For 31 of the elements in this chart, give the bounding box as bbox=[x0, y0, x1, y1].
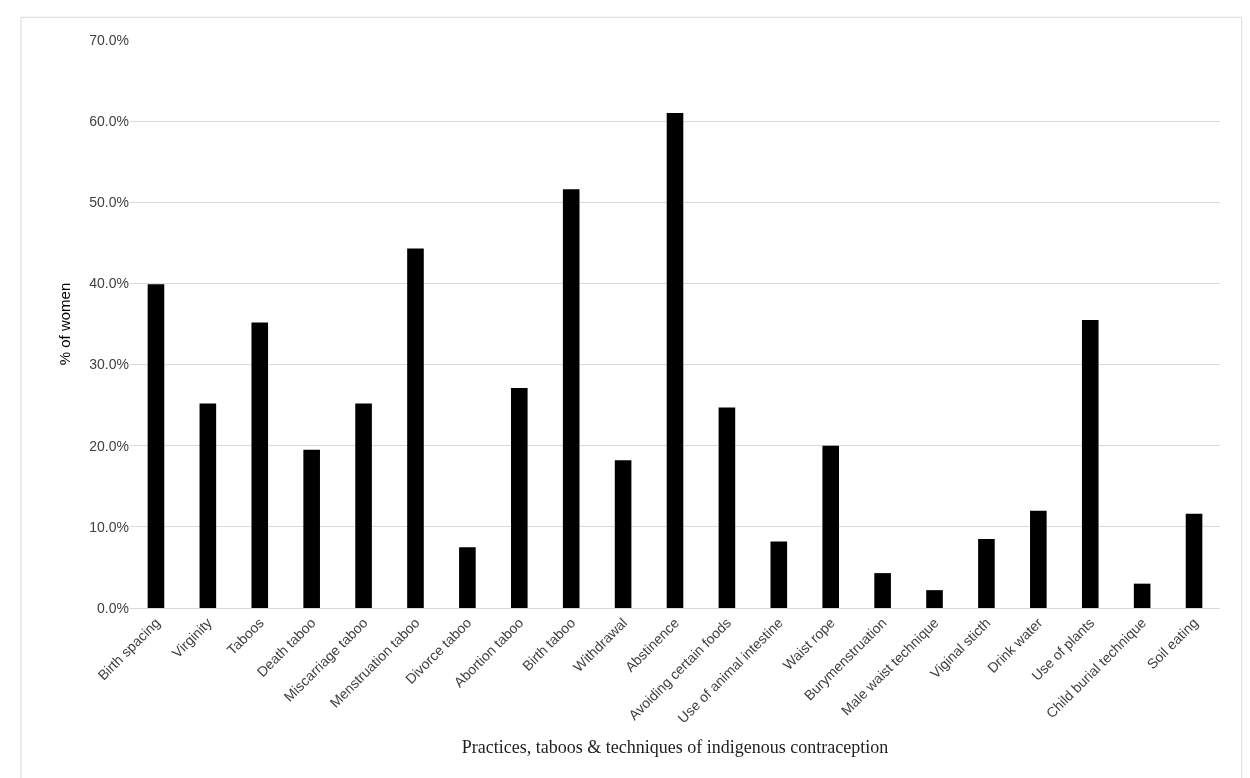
bar bbox=[1133, 583, 1151, 608]
bar bbox=[718, 407, 736, 608]
bar bbox=[1185, 513, 1203, 608]
x-axis-title: Practices, taboos & techniques of indigenous contraception bbox=[461, 737, 889, 758]
bar bbox=[407, 248, 424, 608]
bar bbox=[822, 445, 840, 608]
y-tick-label: 60.0% bbox=[89, 113, 129, 130]
bar bbox=[510, 388, 528, 608]
y-tick-label: 10.0% bbox=[89, 518, 129, 535]
bar bbox=[978, 539, 995, 608]
bar bbox=[355, 403, 372, 608]
bar bbox=[926, 590, 943, 608]
bar bbox=[199, 403, 217, 608]
bar bbox=[874, 573, 891, 608]
y-axis-title: % of women bbox=[55, 282, 73, 366]
bar bbox=[459, 547, 476, 608]
bar bbox=[147, 284, 165, 608]
bar bbox=[562, 189, 580, 608]
bar bbox=[251, 322, 269, 608]
y-tick-label: 20.0% bbox=[89, 437, 129, 454]
bar bbox=[666, 113, 684, 608]
y-tick-label: 70.0% bbox=[89, 31, 129, 48]
bar bbox=[1081, 319, 1099, 608]
bar bbox=[1030, 510, 1047, 608]
y-tick-label: 30.0% bbox=[89, 356, 129, 373]
bar bbox=[614, 460, 632, 608]
bar bbox=[303, 449, 320, 608]
y-tick-label: 40.0% bbox=[89, 275, 129, 292]
y-tick-label: 0.0% bbox=[97, 599, 129, 616]
y-tick-label: 50.0% bbox=[89, 194, 129, 211]
bar bbox=[770, 541, 788, 608]
